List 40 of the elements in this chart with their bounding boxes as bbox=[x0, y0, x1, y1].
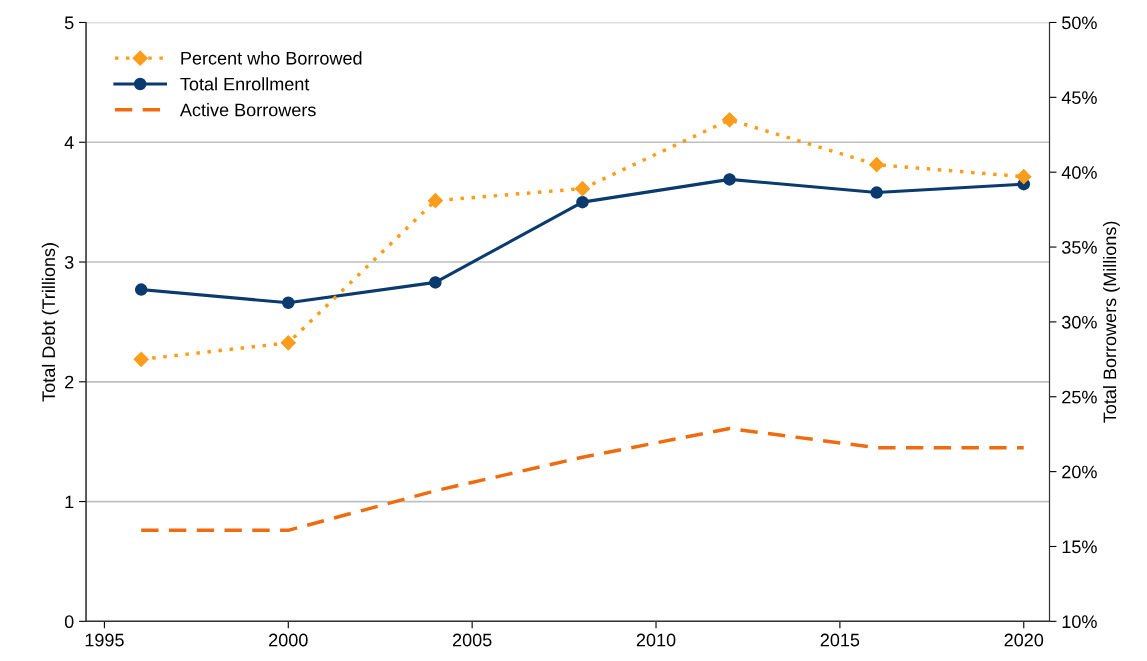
point bbox=[1016, 169, 1032, 185]
x-tick-label: 2005 bbox=[452, 633, 492, 647]
y-tick-label: 1 bbox=[65, 495, 74, 509]
point bbox=[576, 195, 589, 209]
y2-tick-label: 20% bbox=[1062, 465, 1097, 479]
y2-tick-label: 40% bbox=[1061, 166, 1097, 179]
point bbox=[870, 186, 883, 199]
point bbox=[869, 157, 885, 173]
legend-label: Percent who Borrowed bbox=[181, 51, 362, 65]
x-tick-label: 2000 bbox=[269, 633, 308, 647]
y-tick-label: 4 bbox=[64, 136, 74, 149]
y-tick-label: 0 bbox=[64, 615, 74, 629]
legend-label: Total Enrollment bbox=[180, 77, 310, 91]
line-series bbox=[139, 426, 1026, 533]
y2-axis-title: Total Borrowers (Millions) bbox=[1103, 221, 1120, 423]
y2-tick-label: 35% bbox=[1062, 240, 1097, 254]
y2-tick-label: 30% bbox=[1062, 315, 1097, 329]
y-axis-title: Total Debt (Trillions) bbox=[41, 243, 59, 402]
point bbox=[427, 193, 443, 209]
x-tick-label: 2010 bbox=[636, 633, 676, 647]
point bbox=[133, 351, 149, 367]
point bbox=[722, 112, 738, 128]
point bbox=[723, 173, 736, 186]
x-tick-label: 1995 bbox=[85, 633, 124, 647]
y-tick-label: 2 bbox=[65, 375, 74, 389]
y2-tick-label: 10% bbox=[1062, 615, 1097, 629]
y2-tick-label: 15% bbox=[1062, 540, 1097, 554]
point bbox=[574, 181, 591, 197]
x-tick-label: 2015 bbox=[820, 633, 860, 647]
y2-tick-label: 50% bbox=[1062, 16, 1097, 30]
point bbox=[134, 283, 148, 296]
y2-tick-label: 25% bbox=[1062, 390, 1097, 404]
y2-tick-label: 45% bbox=[1061, 91, 1097, 105]
y-tick-label: 3 bbox=[64, 255, 74, 269]
point bbox=[282, 296, 295, 309]
legend-label: Active Borrowers bbox=[179, 103, 316, 117]
point bbox=[280, 335, 296, 351]
point bbox=[429, 276, 442, 289]
y-tick-label: 5 bbox=[64, 16, 74, 30]
x-tick-label: 2020 bbox=[1004, 633, 1044, 647]
